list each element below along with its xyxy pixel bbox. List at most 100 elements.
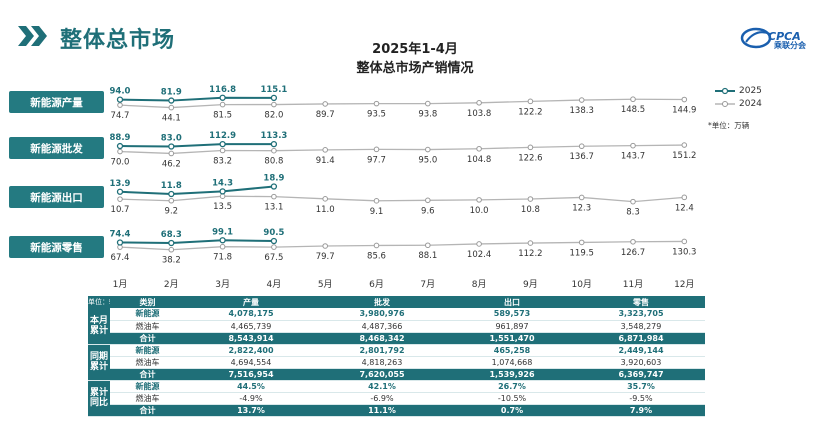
chart-legend: 2025 2024 — [715, 84, 762, 110]
data-label-2025: 99.1 — [212, 227, 233, 237]
data-label-2024: 12.3 — [572, 203, 591, 213]
data-label-2024: 85.6 — [367, 251, 386, 261]
table-header-wholesale: 批发 — [317, 296, 447, 308]
data-point-2024 — [527, 144, 534, 151]
data-point-2025 — [270, 140, 278, 148]
data-label-2024: 130.3 — [672, 247, 696, 257]
table-cell-value: -6.9% — [317, 392, 447, 405]
data-point-2024 — [630, 96, 636, 103]
table-row: 燃油车 -4.9% -6.9% -10.5% -9.5% — [88, 392, 705, 405]
data-point-2024 — [630, 142, 636, 149]
page-title: 整体总市场 — [60, 28, 176, 53]
table-cell-value: 8,543,914 — [185, 332, 317, 345]
line-chart-area: 74.7 44.1 81.5 82.0 89.7 93.5 93.8 103.8 122.2 13… — [110, 85, 697, 290]
table-cell-value: 4,818,263 — [317, 356, 447, 369]
table-cell-value: 6,871,984 — [577, 332, 705, 345]
x-tick-label: 12月 — [674, 279, 694, 290]
data-point-2025 — [116, 142, 124, 150]
data-label-2024: 44.1 — [162, 114, 181, 124]
data-point-2025 — [219, 94, 226, 101]
table-cell-category: 燃油车 — [110, 320, 185, 333]
table-cell-value: 4,694,554 — [185, 356, 317, 369]
table-group-label: 本月累计 — [88, 308, 110, 345]
data-label-2024: 148.5 — [621, 105, 645, 115]
legend-marker-2025 — [715, 87, 735, 94]
table-cell-value: 35.7% — [577, 380, 705, 393]
data-label-2024: 10.7 — [111, 205, 130, 215]
data-point-2024 — [219, 101, 226, 108]
data-label-2025: 81.9 — [161, 88, 182, 98]
table-cell-category: 燃油车 — [110, 356, 185, 369]
data-label-2024: 10.0 — [470, 206, 489, 216]
x-tick-label: 4月 — [267, 279, 282, 290]
data-label-2025: 74.4 — [110, 229, 131, 239]
data-label-2024: 126.7 — [621, 248, 645, 258]
data-label-2024: 80.8 — [264, 157, 283, 167]
data-point-2025 — [116, 96, 124, 103]
table-cell-value: 4,078,175 — [185, 308, 317, 321]
logo-subtext: 乘联分会 — [774, 41, 806, 50]
panel-label-export: 新能源出口 — [9, 186, 104, 208]
data-point-2025 — [270, 94, 278, 102]
x-tick-label: 3月 — [215, 279, 230, 290]
chevron-logo-icon — [18, 26, 47, 46]
data-point-2024 — [373, 198, 380, 204]
data-point-2024 — [681, 238, 688, 245]
data-label-2024: 136.7 — [570, 152, 594, 162]
data-label-2024: 91.4 — [316, 156, 335, 166]
table-cell-value: 589,573 — [447, 308, 577, 321]
data-point-2024 — [168, 150, 175, 157]
data-label-2025: 116.8 — [209, 85, 236, 95]
data-point-2025 — [270, 237, 278, 245]
series-line-2025 — [119, 185, 274, 195]
data-label-2024: 70.0 — [111, 158, 130, 168]
table-cell-category: 新能源 — [110, 380, 185, 393]
table-cell-value: 3,548,279 — [577, 320, 705, 333]
table-cell-value: 3,920,603 — [577, 356, 705, 369]
data-point-2025 — [168, 143, 175, 150]
data-point-2024 — [578, 239, 585, 246]
x-tick-label: 1月 — [113, 279, 128, 290]
table-cell-category: 合计 — [110, 404, 185, 417]
data-label-2025: 11.8 — [161, 181, 182, 191]
data-label-2025: 94.0 — [110, 87, 131, 97]
table-cell-value: 42.1% — [317, 380, 447, 393]
data-point-2024 — [578, 143, 585, 150]
data-point-2024 — [476, 100, 482, 106]
data-point-2024 — [219, 147, 226, 154]
data-point-2024 — [527, 98, 534, 105]
data-point-2024 — [271, 147, 277, 154]
data-label-2024: 93.5 — [367, 110, 386, 120]
data-point-2025 — [116, 188, 124, 195]
panel-label-wholesale: 新能源批发 — [9, 137, 104, 159]
data-point-2024 — [425, 197, 431, 204]
data-point-2025 — [270, 183, 278, 190]
unit-note: *单位：万辆 — [708, 121, 750, 130]
data-point-2024 — [373, 242, 380, 249]
data-label-2024: 11.0 — [316, 205, 335, 215]
table-cell-value: 7,516,954 — [185, 368, 317, 381]
data-point-2024 — [271, 193, 277, 200]
data-label-2024: 67.4 — [111, 253, 130, 263]
data-label-2024: 102.4 — [467, 250, 491, 260]
table-header-category: 类别 — [110, 296, 185, 308]
data-label-2024: 138.3 — [570, 106, 594, 116]
data-label-2025: 90.5 — [263, 228, 284, 238]
data-label-2024: 143.7 — [621, 152, 645, 162]
table-cell-value: 4,487,366 — [317, 320, 447, 333]
table-cell-value: 13.7% — [185, 404, 317, 417]
data-point-2024 — [527, 196, 534, 202]
table-row: 合计 7,516,954 7,620,055 1,539,926 6,369,747 — [88, 368, 705, 381]
logo-text: CPCA — [768, 30, 801, 43]
table-cell-value: -9.5% — [577, 392, 705, 405]
data-point-2024 — [271, 244, 277, 250]
data-label-2024: 104.8 — [467, 155, 491, 165]
table-row: 本月累计 新能源 4,078,175 3,980,976 589,573 3,323,70… — [88, 308, 705, 345]
data-point-2024 — [476, 145, 482, 152]
table-row: 燃油车 4,694,554 4,818,263 1,074,668 3,920,603 — [88, 356, 705, 369]
data-label-2024: 74.7 — [111, 111, 130, 121]
x-tick-label: 8月 — [472, 279, 487, 290]
data-label-2025: 18.9 — [263, 174, 284, 184]
data-label-2024: 89.7 — [316, 110, 335, 120]
data-label-2024: 9.1 — [370, 207, 384, 217]
